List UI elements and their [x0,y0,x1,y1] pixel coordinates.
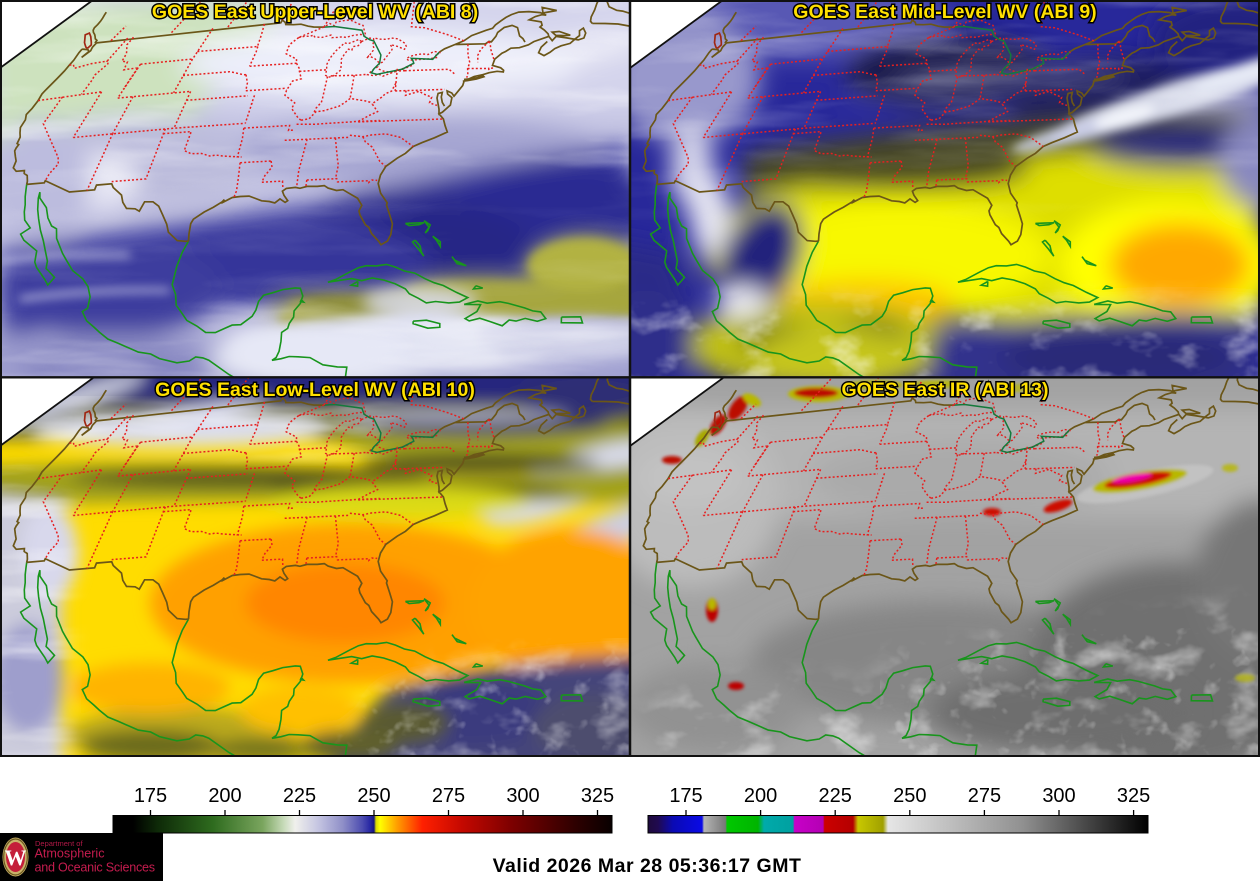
svg-text:225: 225 [283,785,316,807]
svg-text:Atmospheric: Atmospheric [35,847,105,861]
svg-text:300: 300 [1042,785,1075,807]
svg-text:275: 275 [432,785,465,807]
svg-text:325: 325 [581,785,614,807]
svg-text:and Oceanic Sciences: and Oceanic Sciences [35,861,155,875]
svg-text:175: 175 [669,785,702,807]
svg-text:200: 200 [744,785,777,807]
svg-text:250: 250 [893,785,926,807]
svg-text:275: 275 [968,785,1001,807]
svg-text:GOES East IR (ABI 13): GOES East IR (ABI 13) [842,379,1049,401]
svg-text:GOES East Low-Level WV (ABI 10: GOES East Low-Level WV (ABI 10) [155,379,475,401]
svg-text:Valid 2026 Mar 28 05:36:17 GMT: Valid 2026 Mar 28 05:36:17 GMT [493,855,802,877]
svg-text:300: 300 [506,785,539,807]
svg-text:175: 175 [134,785,167,807]
svg-text:Department of: Department of [35,839,83,848]
svg-text:200: 200 [208,785,241,807]
svg-text:GOES East Mid-Level WV (ABI 9): GOES East Mid-Level WV (ABI 9) [793,1,1096,23]
svg-text:325: 325 [1117,785,1150,807]
svg-text:250: 250 [357,785,390,807]
svg-text:W: W [5,845,27,870]
svg-text:GOES East Upper-Level WV (ABI: GOES East Upper-Level WV (ABI 8) [152,1,478,23]
svg-text:225: 225 [819,785,852,807]
